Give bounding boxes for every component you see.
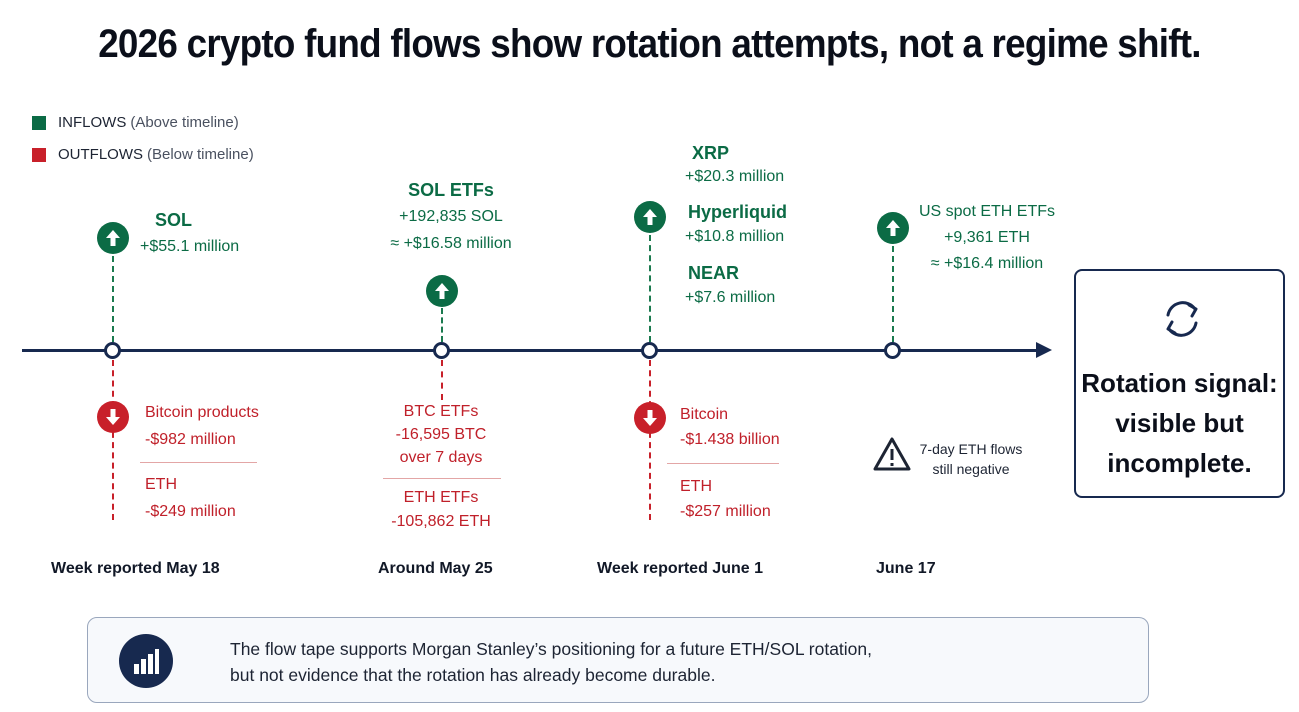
rotation-signal-text: Rotation signal: visible but incomplete.	[1076, 363, 1283, 483]
arrow-up-icon	[426, 275, 458, 307]
outflow-value: -$1.438 billion	[680, 431, 780, 448]
outflow-value: -16,595 BTC	[395, 426, 487, 443]
warning-line-1: 7-day ETH flows	[919, 441, 1023, 457]
legend-outflows-note: (Below timeline)	[147, 146, 254, 163]
inflow-connector	[892, 246, 894, 342]
outflow-asset: ETH	[680, 478, 712, 495]
outflow-asset: Bitcoin	[680, 406, 729, 423]
rotation-signal-box: Rotation signal: visible but incomplete.	[1074, 269, 1285, 498]
legend-outflows-label: OUTFLOWS	[58, 146, 143, 163]
page-title: 2026 crypto fund flows show rotation att…	[98, 22, 1201, 66]
inflow-value: +$20.3 million	[685, 168, 785, 185]
inflow-connector	[112, 256, 114, 342]
inflow-value: +$7.6 million	[685, 289, 776, 306]
outflow-separator	[140, 462, 257, 463]
outflow-asset: ETH ETFs	[403, 489, 479, 506]
outflow-asset: BTC ETFs	[403, 403, 479, 420]
bar-chart-icon	[119, 634, 173, 688]
timeline-node	[104, 342, 121, 359]
timeline-node	[433, 342, 450, 359]
arrow-up-icon	[634, 201, 666, 233]
footer-line-2: but not evidence that the rotation has a…	[230, 665, 716, 685]
outflow-value: -$249 million	[145, 503, 236, 520]
legend-outflows-swatch	[32, 147, 46, 162]
outflow-separator	[383, 478, 501, 479]
warning-line-2: still negative	[932, 461, 1010, 477]
inflow-asset: XRP	[692, 143, 730, 163]
signal-line-1: Rotation signal:	[1081, 368, 1278, 398]
outflow-connector	[112, 360, 114, 520]
event-date: Around May 25	[378, 560, 493, 577]
signal-line-2: visible but	[1115, 408, 1244, 438]
outflow-value: -105,862 ETH	[391, 513, 491, 530]
timeline-axis	[22, 349, 1044, 352]
outflow-separator	[667, 463, 779, 464]
outflow-asset: ETH	[145, 476, 177, 493]
warning-text: 7-day ETH flows still negative	[911, 439, 1031, 479]
legend-inflows-swatch	[32, 115, 46, 130]
event-date: Week reported June 1	[597, 560, 763, 577]
inflow-value: +$55.1 million	[140, 238, 240, 255]
inflow-asset: Hyperliquid	[688, 202, 788, 222]
legend-inflows-label: INFLOWS	[58, 114, 127, 131]
inflow-connector	[649, 235, 651, 342]
inflow-connector	[441, 308, 443, 342]
legend-inflows-note: (Above timeline)	[130, 114, 239, 131]
event-date: June 17	[876, 560, 936, 577]
inflow-value: +9,361 ETH	[944, 229, 1030, 246]
legend-outflows: OUTFLOWS (Below timeline)	[32, 146, 254, 163]
legend-inflows: INFLOWS (Above timeline)	[32, 114, 239, 131]
inflow-asset: SOL	[155, 210, 193, 230]
inflow-asset: US spot ETH ETFs	[918, 203, 1056, 220]
outflow-asset: Bitcoin products	[145, 404, 259, 421]
inflow-value: +192,835 SOL	[399, 208, 503, 225]
warning-triangle-icon	[873, 436, 911, 472]
inflow-value-usd: ≈ +$16.58 million	[390, 235, 512, 252]
timeline-node	[641, 342, 658, 359]
arrow-down-icon	[634, 402, 666, 434]
arrow-down-icon	[97, 401, 129, 433]
timeline-node	[884, 342, 901, 359]
footer-text: The flow tape supports Morgan Stanley’s …	[230, 636, 872, 688]
arrow-up-icon	[877, 212, 909, 244]
inflow-asset: NEAR	[688, 263, 740, 283]
outflow-value: -$257 million	[680, 503, 771, 520]
event-date: Week reported May 18	[51, 560, 220, 577]
timeline-arrow-icon	[1036, 342, 1052, 358]
outflow-value-note: over 7 days	[399, 449, 483, 466]
arrow-up-icon	[97, 222, 129, 254]
inflow-value: +$10.8 million	[685, 228, 785, 245]
rotate-arrows-icon	[1154, 291, 1210, 347]
inflow-value-usd: ≈ +$16.4 million	[930, 255, 1044, 272]
footer-callout: The flow tape supports Morgan Stanley’s …	[87, 617, 1149, 703]
inflow-asset: SOL ETFs	[408, 180, 494, 200]
footer-line-1: The flow tape supports Morgan Stanley’s …	[230, 639, 873, 659]
outflow-connector	[649, 360, 651, 520]
signal-line-3: incomplete.	[1107, 448, 1252, 478]
outflow-value: -$982 million	[145, 431, 236, 448]
outflow-connector	[441, 360, 443, 400]
